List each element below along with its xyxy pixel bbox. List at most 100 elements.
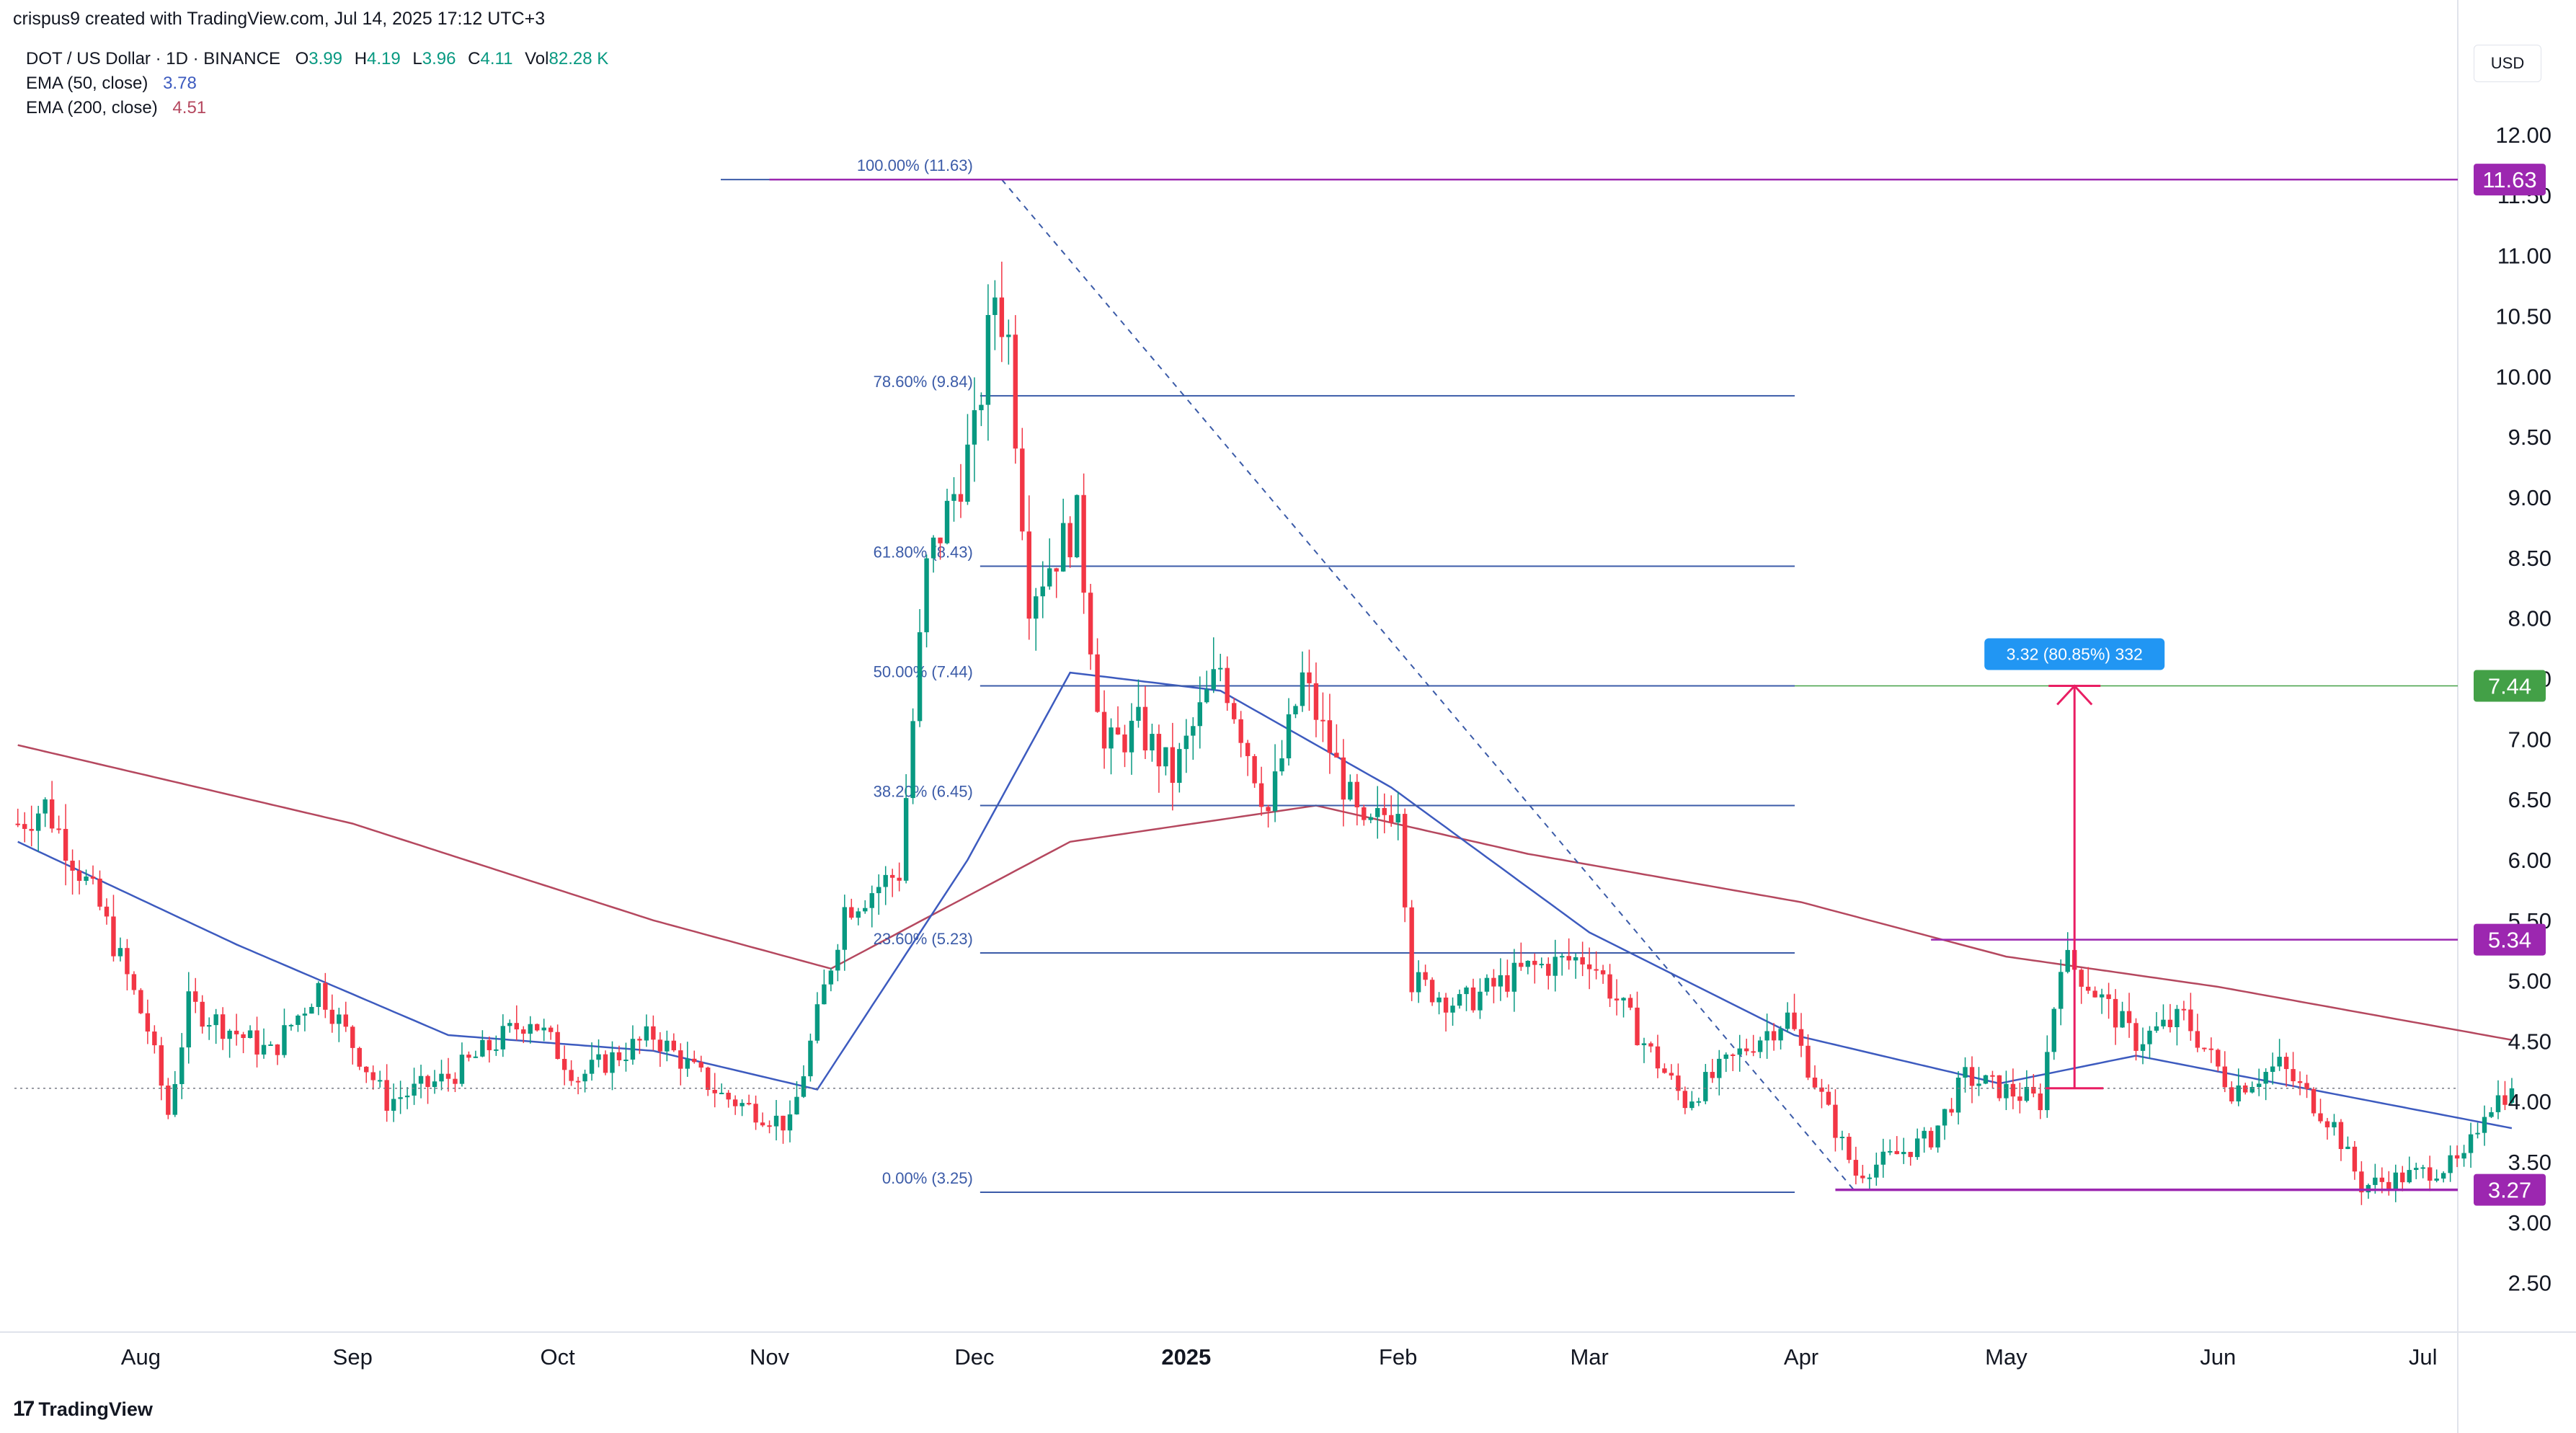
candle [889,869,895,897]
candle-body [623,1059,629,1061]
candle-body [1737,1048,1742,1055]
candle-body [1635,1007,1640,1045]
price-tick-label: 11.00 [2497,244,2551,269]
candle-body [897,877,902,881]
candle [2106,982,2111,1019]
candle [719,1083,724,1094]
candle-body [575,1081,581,1083]
candle-body [2051,1008,2056,1052]
candle [1922,1127,1927,1153]
candle [992,280,998,350]
candle-body [2454,1155,2460,1159]
candle-body [1348,781,1353,800]
candle-body [746,1103,752,1105]
candle [220,1007,226,1050]
candle-body [1225,667,1230,704]
candle [1539,957,1544,969]
candle [2427,1155,2433,1192]
candle [29,805,34,847]
candle [200,995,205,1034]
candle-body [787,1114,793,1131]
candle [1532,953,1537,984]
candle-body [1429,980,1435,1003]
candle-body [2427,1167,2433,1181]
candle-body [337,1014,342,1024]
candle [2434,1169,2439,1183]
candle [487,1036,492,1063]
candle-body [1511,962,1517,992]
candle [2502,1081,2508,1110]
candle-body [1341,757,1346,800]
candle [2085,967,2091,994]
ema50-layer [17,671,2513,1130]
candle [1142,686,1148,760]
candle [2024,1070,2030,1103]
candle [288,1024,294,1031]
symbol-legend[interactable]: DOT / US Dollar · 1D · BINANCE O3.99 H4.… [26,49,608,69]
ohlc-open-value: 3.99 [308,49,343,68]
ema200-legend[interactable]: EMA (200, close) 4.51 [26,98,206,118]
candle-body [1177,749,1182,783]
candle [2393,1164,2398,1202]
candle [418,1065,424,1099]
candle [453,1072,458,1093]
candle [692,1050,697,1064]
candle [917,609,923,727]
candle [2277,1039,2282,1071]
candle-body [1594,969,1599,971]
price-tick-label: 5.00 [2508,969,2551,994]
candle-body [1676,1075,1681,1091]
candle [1034,587,1039,651]
fibonacci-retracement[interactable]: 100.00% (11.63) 78.60% (9.84) 61.80% (8.43… [721,156,1795,1193]
candle-body [1293,706,1298,714]
candle [445,1057,451,1092]
currency-button[interactable]: USD [2474,45,2541,82]
candle [1969,1056,1975,1104]
candle-body [2297,1081,2303,1083]
candle-body [288,1024,294,1026]
candle-body [1122,734,1127,753]
candle-body [1457,994,1462,1006]
tradingview-logo[interactable]: 17 TradingView [13,1397,153,1421]
candle-body [1764,1031,1769,1041]
candle [459,1042,465,1087]
candle [1088,584,1093,670]
measurement-layer[interactable]: 3.32 (80.85%) 332 [1984,638,2165,1090]
candle-body [569,1070,574,1081]
candle-body [1778,1029,1783,1041]
candle [561,1045,567,1086]
candle [1833,1089,1838,1152]
candle-body [1621,998,1626,1001]
fib-trendline [1001,179,1857,1193]
candle-body [753,1104,758,1123]
ema200-line [17,744,2513,1041]
candle-body [213,1014,218,1026]
candle-body [2010,1083,2016,1097]
candle [1286,698,1292,766]
candle [1129,703,1134,775]
ema50-legend[interactable]: EMA (50, close) 3.78 [26,74,197,94]
candle-body [117,948,123,957]
candle [801,1065,807,1099]
candle [1737,1034,1742,1072]
ohlc-low-value: 3.96 [422,49,456,68]
candle-body [2256,1083,2262,1087]
candle-body [651,1026,656,1040]
time-axis[interactable]: Aug Sep Oct Nov Dec 2025 Feb Mar Apr May Jun Jul [121,1344,2438,1370]
candle-body [2085,986,2091,991]
candle [521,1026,526,1044]
candle [282,1008,287,1058]
candle-body [1505,975,1510,992]
trendline-layer[interactable] [1001,179,1857,1193]
horizontal-lines-layer[interactable] [14,178,2458,1192]
fib-level-label: 61.80% (8.43) [874,544,973,562]
price-axis[interactable]: 2.503.003.504.004.505.005.506.006.507.00… [2474,123,2551,1296]
candle [1573,953,1578,979]
candle [296,1014,301,1032]
candle [1942,1109,1947,1140]
candle-body [357,1047,362,1067]
candle-body [555,1032,560,1060]
candle-body [2440,1173,2446,1179]
